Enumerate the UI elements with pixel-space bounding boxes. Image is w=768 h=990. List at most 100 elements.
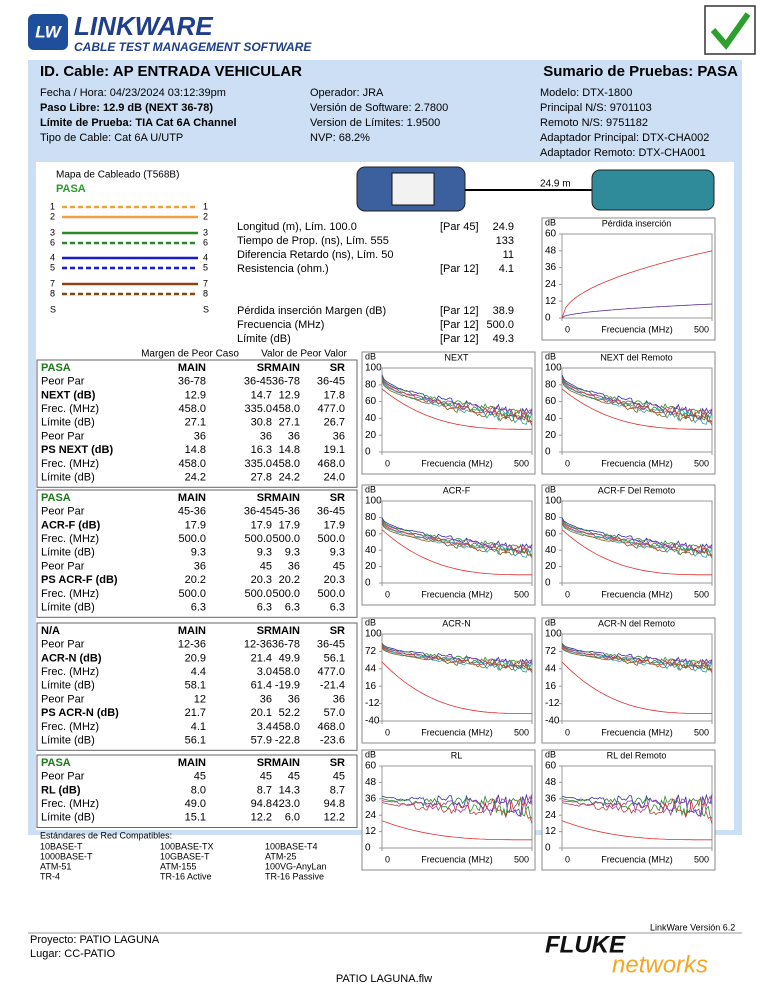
trace bbox=[381, 520, 533, 559]
y-tick-label: 48 bbox=[545, 245, 557, 256]
table-cell: 20.2 bbox=[279, 574, 300, 586]
table-cell: 4.4 bbox=[191, 666, 206, 678]
trace bbox=[381, 646, 533, 673]
x-tick-label: 0 bbox=[565, 854, 570, 864]
table-cell: Peor Par bbox=[41, 693, 85, 705]
table-cell: 477.0 bbox=[317, 403, 345, 415]
plot-xlabel: Frecuencia (MHz) bbox=[601, 324, 673, 334]
pin-label: 5 bbox=[50, 262, 55, 272]
table-cell: 36-45 bbox=[244, 376, 272, 388]
trace bbox=[561, 375, 713, 423]
y-tick-label: 48 bbox=[545, 777, 557, 788]
table-cell: 12.2 bbox=[324, 812, 345, 824]
table-cell: Peor Par bbox=[41, 430, 85, 442]
trace bbox=[381, 644, 533, 671]
y-tick-label: 12 bbox=[545, 826, 557, 837]
plot-box bbox=[541, 617, 716, 744]
pin-label: 6 bbox=[50, 237, 55, 247]
info-line: Operador: JRA bbox=[310, 87, 384, 99]
pin-label: 8 bbox=[50, 288, 55, 298]
pin-label: 2 bbox=[50, 211, 55, 221]
standard: TR-16 Passive bbox=[265, 871, 324, 881]
table-header: SR bbox=[330, 362, 345, 374]
x-tick-label: 0 bbox=[385, 589, 390, 599]
plot-title: NEXT bbox=[444, 352, 469, 362]
y-tick-label: 60 bbox=[365, 528, 377, 539]
table-cell: 36 bbox=[288, 693, 300, 705]
y-tick-label: 100 bbox=[545, 363, 562, 374]
pin-label: 2 bbox=[203, 211, 208, 221]
pin-label: S bbox=[203, 304, 209, 314]
tagline: CABLE TEST MANAGEMENT SOFTWARE bbox=[74, 40, 312, 54]
pin-label: 4 bbox=[50, 252, 55, 262]
table-cell: 24.2 bbox=[185, 472, 206, 484]
table-cell: 36-78 bbox=[272, 376, 300, 388]
y-tick-label: 48 bbox=[365, 777, 377, 788]
standard: TR-4 bbox=[40, 871, 60, 881]
y-tick-label: 60 bbox=[365, 396, 377, 407]
y-tick-label: 60 bbox=[545, 396, 557, 407]
table-head: Valor de Peor Valor bbox=[261, 349, 347, 360]
table-cell: 20.3 bbox=[324, 574, 345, 586]
measure-ref: [Par 12] bbox=[440, 263, 479, 275]
plot-area bbox=[381, 765, 533, 849]
y-tick-label: 60 bbox=[545, 528, 557, 539]
table-cell: 58.1 bbox=[185, 680, 206, 692]
table-cell: Límite (dB) bbox=[41, 812, 95, 824]
table-cell: Límite (dB) bbox=[41, 735, 95, 747]
measure-label: Frecuencia (MHz) bbox=[237, 319, 324, 331]
x-tick-label: 500 bbox=[514, 458, 529, 468]
table-cell: 45 bbox=[333, 560, 345, 572]
y-tick-label: 24 bbox=[545, 810, 557, 821]
table-cell: 468.0 bbox=[317, 721, 345, 733]
trace bbox=[381, 518, 533, 556]
measure-value: 38.9 bbox=[493, 305, 514, 317]
y-tick-label: -12 bbox=[365, 698, 380, 709]
plot-xlabel: Frecuencia (MHz) bbox=[421, 727, 493, 737]
y-tick-label: 100 bbox=[365, 629, 382, 640]
y-tick-label: 80 bbox=[365, 379, 377, 390]
table-cell: 45 bbox=[260, 771, 272, 783]
x-tick-label: 0 bbox=[565, 458, 570, 468]
table-cell: 8.0 bbox=[191, 784, 206, 796]
table-cell: 9.3 bbox=[257, 547, 272, 559]
plot-area bbox=[381, 367, 533, 453]
table-cell: 6.3 bbox=[330, 602, 345, 614]
plot-ylabel: dB bbox=[545, 484, 556, 494]
pass-check bbox=[710, 12, 751, 50]
plot-xlabel: Frecuencia (MHz) bbox=[421, 854, 493, 864]
table-cell: 17.9 bbox=[324, 519, 345, 531]
measure-value: 4.1 bbox=[499, 263, 514, 275]
table-cell: 12-36 bbox=[178, 639, 206, 651]
table-cell: 500.0 bbox=[178, 588, 206, 600]
x-tick-label: 500 bbox=[694, 324, 709, 334]
y-tick-label: 0 bbox=[365, 578, 371, 589]
measure-value: 133 bbox=[496, 235, 514, 247]
measure-label: Tiempo de Prop. (ns), Lím. 555 bbox=[237, 235, 389, 247]
trace bbox=[381, 380, 533, 423]
measure-label: Pérdida inserción Margen (dB) bbox=[237, 305, 386, 317]
plot-ylabel: dB bbox=[545, 617, 556, 627]
x-tick-label: 0 bbox=[565, 324, 570, 334]
y-tick-label: 20 bbox=[545, 561, 557, 572]
trace bbox=[381, 647, 533, 671]
table-cell: 56.1 bbox=[185, 735, 206, 747]
table-header: N/A bbox=[41, 625, 60, 637]
y-tick-label: -12 bbox=[545, 698, 560, 709]
trace bbox=[561, 378, 713, 426]
table-cell: -21.4 bbox=[320, 680, 345, 692]
table-cell: 36 bbox=[260, 693, 272, 705]
table-header: PASA bbox=[41, 362, 71, 374]
table-header: MAIN bbox=[178, 625, 206, 637]
limit-curve bbox=[561, 250, 713, 319]
table-header: MAIN bbox=[272, 492, 300, 504]
trace bbox=[561, 646, 713, 673]
y-tick-label: 80 bbox=[365, 512, 377, 523]
table-header: MAIN bbox=[272, 625, 300, 637]
y-tick-label: 72 bbox=[365, 646, 377, 657]
x-tick-label: 500 bbox=[514, 589, 529, 599]
table-cell: 17.9 bbox=[185, 519, 206, 531]
table-cell: 61.4 bbox=[251, 680, 272, 692]
limit-curve bbox=[561, 529, 712, 576]
